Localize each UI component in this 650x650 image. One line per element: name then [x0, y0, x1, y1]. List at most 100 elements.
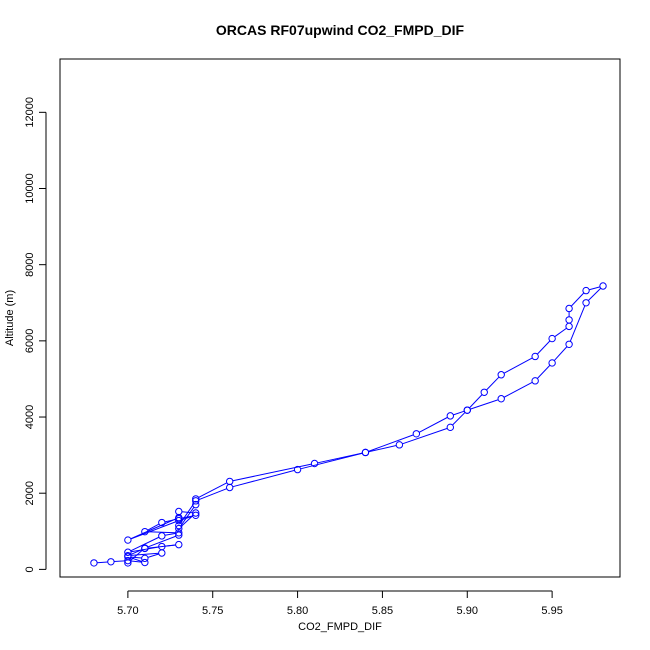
- data-point: [175, 540, 183, 549]
- data-point: [225, 477, 234, 486]
- data-point: [582, 286, 590, 295]
- data-point: [141, 554, 149, 563]
- series-segment: [130, 546, 159, 553]
- x-axis-label: CO2_FMPD_DIF: [298, 621, 382, 633]
- series-segment: [486, 376, 500, 391]
- data-point: [310, 459, 319, 468]
- data-point: [158, 542, 166, 551]
- series-segment: [503, 381, 533, 398]
- series-segment: [97, 561, 108, 564]
- y-tick-label: 2000: [24, 481, 36, 505]
- data-point: [480, 388, 488, 396]
- series-segment: [180, 506, 195, 527]
- series-segment: [469, 394, 483, 409]
- series-segment: [147, 535, 176, 548]
- series-segment: [129, 549, 143, 562]
- series-segment: [131, 552, 159, 556]
- series-segment: [180, 514, 194, 527]
- data-point: [548, 334, 556, 343]
- data-point: [531, 377, 539, 385]
- y-tick-label: 0: [24, 566, 36, 572]
- series-segment: [554, 327, 567, 338]
- series-segment: [164, 544, 176, 547]
- data-point: [124, 559, 132, 567]
- series-segment: [147, 553, 159, 558]
- data-point: [158, 518, 166, 527]
- data-point: [412, 430, 421, 438]
- data-point: [124, 548, 132, 556]
- data-point: [565, 340, 573, 348]
- y-tick-label: 6000: [24, 329, 36, 353]
- data-point: [175, 521, 183, 530]
- data-point: [90, 559, 98, 567]
- series-segment: [569, 305, 586, 342]
- data-point: [192, 497, 200, 505]
- series-segment: [164, 532, 176, 536]
- series-segment: [232, 469, 295, 488]
- series-layer: [90, 282, 607, 567]
- data-point: [361, 448, 370, 457]
- series-segment: [587, 287, 602, 301]
- series-segment: [402, 427, 448, 445]
- series-segment: [130, 536, 160, 552]
- data-point: [158, 549, 166, 557]
- data-point: [175, 507, 183, 516]
- x-tick-label: 5.85: [372, 605, 393, 617]
- data-point: [463, 406, 471, 414]
- data-point: [124, 536, 132, 544]
- data-point: [192, 495, 200, 503]
- data-point: [497, 395, 505, 403]
- series-0: [90, 282, 607, 567]
- data-point: [446, 412, 455, 420]
- data-point: [175, 531, 183, 539]
- series-segment: [570, 292, 585, 307]
- data-point: [531, 352, 539, 361]
- series-segment: [470, 399, 499, 410]
- data-point: [582, 299, 590, 307]
- series-segment: [130, 521, 176, 540]
- data-point: [565, 304, 573, 313]
- x-tick-label: 5.90: [457, 605, 478, 617]
- data-point: [565, 322, 573, 331]
- x-tick-label: 5.80: [287, 605, 308, 617]
- y-tick-label: 4000: [24, 405, 36, 429]
- series-segment: [114, 560, 125, 563]
- data-point: [158, 532, 166, 540]
- y-axis-label: Altitude (m): [4, 290, 16, 346]
- x-axis: 5.70 5.75 5.80 5.85 5.90 5.95: [117, 590, 563, 617]
- data-point: [141, 558, 149, 567]
- data-point: [192, 500, 200, 509]
- data-point: [565, 316, 573, 324]
- series-segment: [553, 346, 568, 361]
- data-point: [141, 544, 149, 552]
- y-tick-label: 8000: [24, 252, 36, 276]
- series-segment: [131, 560, 142, 563]
- series-segment: [536, 364, 551, 379]
- data-point: [107, 558, 115, 566]
- plot-frame: [59, 58, 621, 578]
- x-tick-label: 5.95: [541, 605, 562, 617]
- series-segment: [368, 445, 397, 453]
- data-point: [293, 465, 302, 474]
- series-segment: [180, 503, 195, 524]
- data-point: [124, 551, 132, 560]
- series-segment: [368, 434, 414, 452]
- data-point: [446, 423, 455, 432]
- series-segment: [418, 416, 448, 433]
- data-point: [497, 371, 505, 379]
- data-point: [141, 527, 149, 536]
- series-segment: [453, 410, 465, 416]
- data-point: [124, 556, 132, 565]
- data-point: [225, 483, 234, 492]
- y-tick-label: 12000: [24, 97, 36, 128]
- y-axis: 0 2000 4000 6000 8000 10000 12000: [24, 97, 47, 572]
- data-point: [395, 441, 404, 449]
- series-segment: [147, 523, 160, 531]
- data-point: [192, 509, 200, 517]
- data-point: [192, 511, 200, 519]
- series-segment: [536, 340, 551, 355]
- series-segment: [503, 357, 533, 374]
- series-segment: [198, 488, 227, 501]
- series-segment: [589, 286, 601, 291]
